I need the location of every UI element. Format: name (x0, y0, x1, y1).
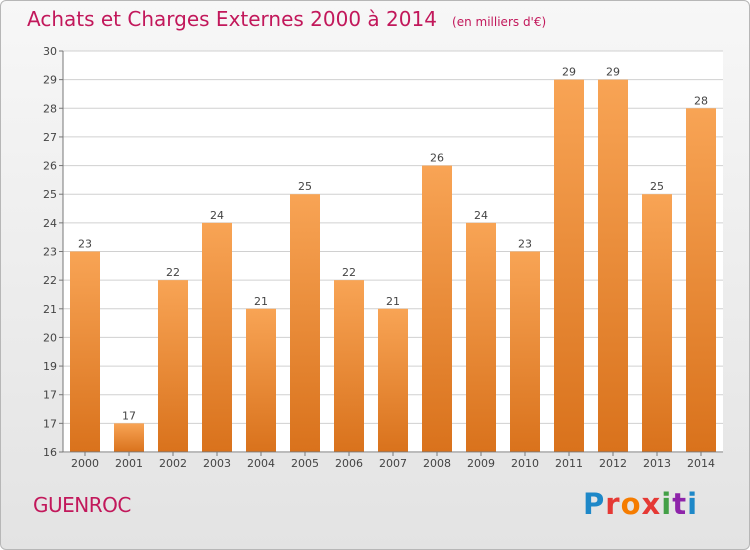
data-label: 24 (210, 209, 224, 222)
y-tick-label: 27 (43, 131, 57, 144)
data-label: 23 (518, 238, 532, 251)
x-tick-label: 2006 (335, 457, 363, 470)
y-tick-label: 16 (43, 446, 57, 459)
chart-title-main: Achats et Charges Externes 2000 à 2014 (27, 7, 437, 31)
y-tick-label: 17 (43, 389, 57, 402)
bar-2013 (642, 194, 672, 452)
bar-2003 (202, 222, 232, 452)
data-label: 22 (342, 266, 356, 279)
x-tick-label: 2005 (291, 457, 319, 470)
data-label: 25 (650, 180, 664, 193)
x-tick-label: 2008 (423, 457, 451, 470)
data-label: 21 (386, 295, 400, 308)
y-tick-label: 20 (43, 331, 57, 344)
data-label: 29 (562, 66, 576, 79)
bar-2007 (378, 308, 408, 452)
x-tick-label: 2012 (599, 457, 627, 470)
data-label: 24 (474, 209, 488, 222)
data-labels: 23 17 22 24 21 25 22 21 26 24 23 29 29 25 28 (78, 66, 708, 423)
data-label: 17 (122, 409, 136, 422)
bar-2001 (114, 423, 144, 452)
x-tick-label: 2011 (555, 457, 583, 470)
commune-name: GUENROC (33, 493, 131, 517)
data-label: 28 (694, 94, 708, 107)
proxiti-logo: Proxiti (583, 487, 699, 521)
x-axis: 2000 2001 2002 2003 2004 2005 2006 2007 2008 2009… (63, 451, 723, 470)
x-tick-label: 2009 (467, 457, 495, 470)
data-label: 21 (254, 295, 268, 308)
x-tick-label: 2007 (379, 457, 407, 470)
y-tick-label: 17 (43, 417, 57, 430)
y-tick-label: 28 (43, 102, 57, 115)
bar-2005 (290, 194, 320, 452)
bar-2014 (686, 108, 716, 453)
x-tick-label: 2010 (511, 457, 539, 470)
chart-title: Achats et Charges Externes 2000 à 2014 (… (27, 7, 546, 31)
y-tick-label: 30 (43, 45, 57, 58)
data-label: 22 (166, 266, 180, 279)
y-tick-label: 24 (43, 217, 57, 230)
data-label: 23 (78, 238, 92, 251)
y-tick-label: 25 (43, 188, 57, 201)
bar-2006 (334, 280, 364, 452)
y-tick-label: 29 (43, 74, 57, 87)
y-tick-label: 26 (43, 160, 57, 173)
x-tick-label: 2000 (71, 457, 99, 470)
x-tick-label: 2013 (643, 457, 671, 470)
x-tick-label: 2001 (115, 457, 143, 470)
x-tick-label: 2004 (247, 457, 275, 470)
bar-2009 (466, 222, 496, 452)
data-label: 29 (606, 66, 620, 79)
bar-2004 (246, 308, 276, 452)
bar-2008 (422, 165, 452, 453)
y-tick-label: 19 (43, 360, 57, 373)
y-tick-label: 22 (43, 274, 57, 287)
y-tick-label: 21 (43, 303, 57, 316)
x-tick-label: 2014 (687, 457, 715, 470)
bar-2011 (554, 79, 584, 453)
x-tick-label: 2003 (203, 457, 231, 470)
y-tick-label: 23 (43, 246, 57, 259)
y-axis: 16 17 17 19 20 21 22 23 24 25 26 27 28 29 30 (43, 45, 64, 459)
x-tick-label: 2002 (159, 457, 187, 470)
bar-2012 (598, 79, 628, 453)
data-label: 26 (430, 152, 444, 165)
bar-2010 (510, 251, 540, 452)
bar-2000 (70, 251, 100, 452)
data-label: 25 (298, 180, 312, 193)
bar-2002 (158, 280, 188, 452)
bars (70, 79, 716, 453)
chart-title-unit: (en milliers d'€) (452, 15, 547, 29)
